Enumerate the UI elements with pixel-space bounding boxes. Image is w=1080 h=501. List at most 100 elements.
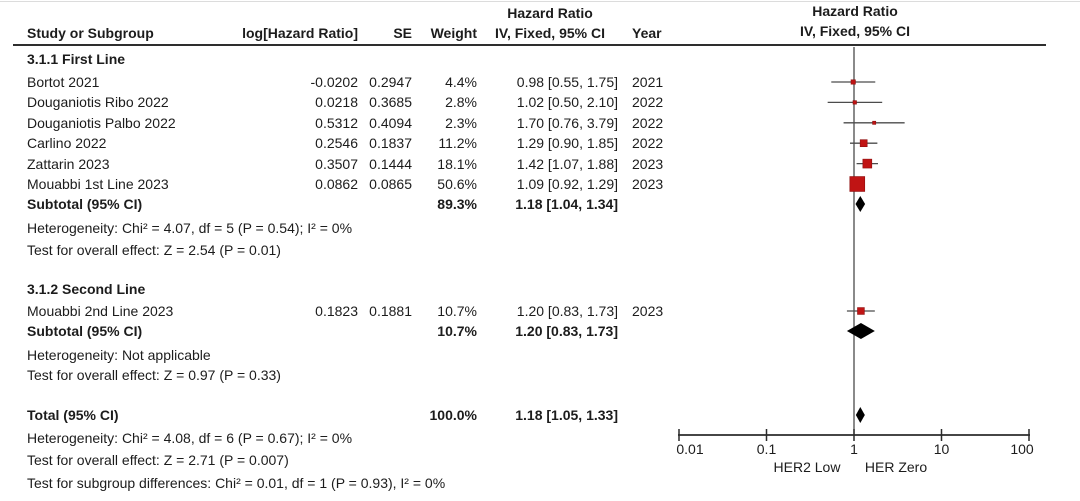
log-hazard-ratio-cell: 0.1823 (315, 303, 358, 319)
se-cell: 0.1837 (369, 135, 412, 152)
year-cell: 2022 (632, 135, 664, 152)
effect-marker-bortot-2021 (850, 79, 856, 85)
effect-marker-mouabbi-2nd-line-2023 (857, 307, 865, 315)
column-header-year: Year (632, 25, 662, 41)
heterogeneity-row: Heterogeneity: Not applicable (0, 345, 690, 365)
weight-cell: 10.7% (437, 303, 477, 319)
table-row: Mouabbi 2nd Line 2023 0.1823 0.1881 10.7% 1.… (0, 301, 690, 321)
log-hazard-ratio-cell: 0.5312 (315, 114, 358, 131)
column-header-weight: Weight (430, 25, 477, 41)
weight-cell: 11.2% (438, 135, 477, 152)
table-row: Carlino 2022 0.2546 0.1837 11.2% 1.29 [0.90,… (0, 133, 690, 153)
weight-cell: 18.1% (437, 155, 477, 172)
table-row: Mouabbi 1st Line 2023 0.0862 0.0865 50.6% 1.… (0, 174, 690, 194)
ci-cell: 1.02 [0.50, 2.10] (516, 94, 618, 111)
log-hazard-ratio-cell: -0.0202 (310, 74, 358, 90)
table-row: Douganiotis Ribo 2022 0.0218 0.3685 2.8% 1.0… (0, 92, 690, 112)
total-row: Total (95% CI) 100.0% 1.18 [1.05, 1.33] (0, 405, 690, 425)
log-hazard-ratio-cell: 0.0218 (315, 94, 358, 111)
figure-top-border (0, 1, 1080, 2)
subtotal-ci-cell: 1.18 [1.04, 1.34] (515, 195, 618, 212)
ci-cell: 1.29 [0.90, 1.85] (516, 135, 618, 152)
subtotal-label: Subtotal (95% CI) (27, 322, 143, 339)
effect-marker-zattarin-2023 (862, 158, 873, 169)
weight-cell: 2.8% (445, 94, 477, 111)
column-header-log-hazard-ratio: log[Hazard Ratio] (242, 25, 358, 41)
column-header-se: SE (393, 25, 412, 41)
overall-effect-text: Test for overall effect: Z = 2.54 (P = 0… (27, 242, 281, 258)
se-cell: 0.0865 (369, 176, 412, 192)
header-row-1: Hazard Ratio (0, 3, 690, 23)
table-row: Zattarin 2023 0.3507 0.1444 18.1% 1.42 [1.07… (0, 154, 690, 174)
se-cell: 0.3685 (369, 94, 412, 111)
year-cell: 2023 (632, 176, 664, 192)
se-cell: 0.1444 (369, 155, 412, 172)
plot-ci-header: IV, Fixed, 95% CI (800, 23, 910, 39)
total-overall-effect-row: Test for overall effect: Z = 2.71 (P = 0… (0, 450, 690, 470)
subtotal-diamond-2 (846, 323, 875, 339)
log-hazard-ratio-cell: 0.3507 (315, 155, 358, 172)
column-header-study: Study or Subgroup (27, 25, 154, 41)
axis-left-direction-label: HER2 Low (774, 459, 842, 475)
effect-marker-mouabbi-1st-line-2023 (849, 176, 866, 192)
weight-cell: 4.4% (445, 74, 477, 90)
weight-cell: 50.6% (437, 176, 477, 192)
total-ci-cell: 1.18 [1.05, 1.33] (515, 406, 618, 423)
ci-cell: 1.70 [0.76, 3.79] (516, 114, 618, 131)
effect-marker-douganiotis-palbo-2022 (872, 120, 877, 125)
year-cell: 2021 (632, 74, 664, 90)
subtotal-diamond-1 (855, 196, 866, 212)
ci-cell: 1.20 [0.83, 1.73] (516, 303, 618, 319)
heterogeneity-text: Heterogeneity: Not applicable (27, 347, 211, 363)
table-row: Bortot 2021 -0.0202 0.2947 4.4% 0.98 [0.55, … (0, 72, 690, 92)
total-diamond (855, 407, 865, 423)
axis-tick-label: 1 (850, 441, 858, 457)
axis-right-direction-label: HER Zero (865, 459, 927, 475)
year-cell: 2023 (632, 303, 664, 319)
subgroup-label: 3.1.2 Second Line (27, 281, 146, 297)
ci-cell: 1.42 [1.07, 1.88] (516, 155, 618, 172)
axis-tick-label: 0.1 (757, 441, 777, 457)
subgroup-label-row: 3.1.2 Second Line (0, 279, 690, 299)
total-heterogeneity-text: Heterogeneity: Chi² = 4.08, df = 6 (P = … (27, 430, 353, 446)
subtotal-ci-cell: 1.20 [0.83, 1.73] (515, 322, 618, 339)
table-row: Douganiotis Palbo 2022 0.5312 0.4094 2.3% 1.… (0, 113, 690, 133)
header-underline (13, 44, 1046, 46)
ci-cell: 1.09 [0.92, 1.29] (516, 176, 618, 192)
subtotal-weight-cell: 89.3% (437, 195, 477, 212)
effect-marker-douganiotis-ribo-2022 (852, 100, 857, 105)
effect-marker-carlino-2022 (859, 139, 868, 148)
study-name-cell: Zattarin 2023 (27, 155, 110, 172)
subtotal-weight-cell: 10.7% (437, 322, 477, 339)
se-cell: 0.4094 (369, 114, 412, 131)
study-name-cell: Douganiotis Palbo 2022 (27, 114, 176, 131)
total-overall-effect-text: Test for overall effect: Z = 2.71 (P = 0… (27, 452, 289, 468)
subgroup-differences-text: Test for subgroup differences: Chi² = 0.… (27, 475, 446, 491)
total-weight-cell: 100.0% (429, 406, 477, 423)
axis-tick-label: 100 (1010, 441, 1034, 457)
ci-cell: 0.98 [0.55, 1.75] (516, 74, 618, 90)
subtotal-row: Subtotal (95% CI) 89.3% 1.18 [1.04, 1.34] (0, 194, 690, 214)
total-label: Total (95% CI) (27, 406, 119, 423)
se-cell: 0.2947 (369, 74, 412, 90)
subgroup-label-row: 3.1.1 First Line (0, 49, 690, 69)
study-name-cell: Douganiotis Ribo 2022 (27, 94, 169, 111)
column-header-ci: IV, Fixed, 95% CI (495, 25, 605, 41)
overall-effect-row: Test for overall effect: Z = 2.54 (P = 0… (0, 240, 690, 260)
weight-cell: 2.3% (445, 114, 477, 131)
subgroup-label: 3.1.1 First Line (27, 51, 126, 67)
subgroup-differences-row: Test for subgroup differences: Chi² = 0.… (0, 473, 690, 493)
table-hazard-ratio-header: Hazard Ratio (507, 5, 593, 21)
heterogeneity-text: Heterogeneity: Chi² = 4.07, df = 5 (P = … (27, 219, 353, 236)
heterogeneity-row: Heterogeneity: Chi² = 4.07, df = 5 (P = … (0, 218, 690, 238)
study-name-cell: Bortot 2021 (27, 74, 100, 90)
plot-hazard-ratio-header: Hazard Ratio (812, 3, 898, 19)
year-cell: 2022 (632, 94, 664, 111)
header-row-2: Study or Subgroup log[Hazard Ratio] SE W… (0, 23, 690, 43)
subtotal-label: Subtotal (95% CI) (27, 195, 143, 212)
total-heterogeneity-row: Heterogeneity: Chi² = 4.08, df = 6 (P = … (0, 428, 690, 448)
study-name-cell: Mouabbi 2nd Line 2023 (27, 303, 174, 319)
year-cell: 2022 (632, 114, 664, 131)
axis-tick-label: 10 (934, 441, 950, 457)
